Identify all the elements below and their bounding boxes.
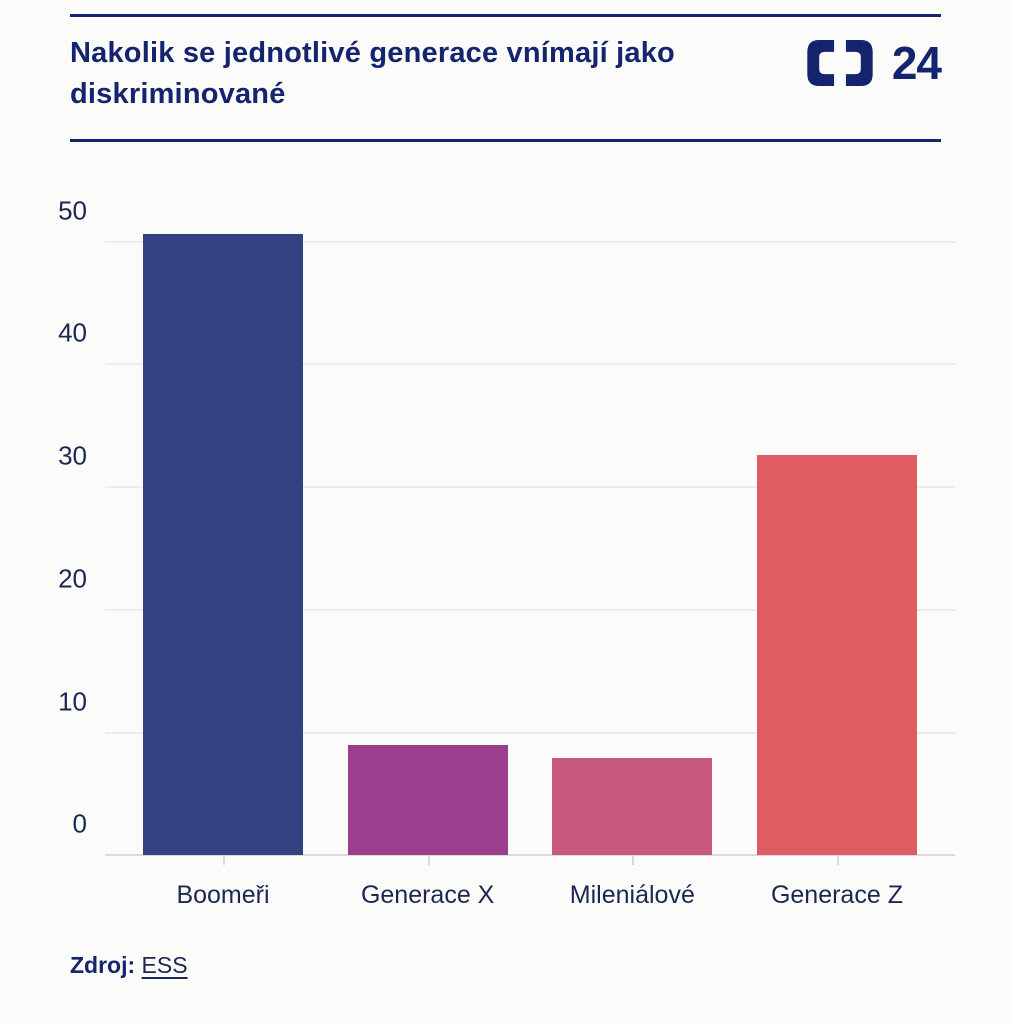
source-link[interactable]: ESS	[141, 952, 188, 979]
y-tick-label-10: 10	[58, 686, 87, 717]
ct24-logo: 24	[796, 37, 942, 89]
bar-Generace Z	[756, 455, 917, 856]
x-axis-label-Generace Z: Generace Z	[770, 881, 903, 910]
plot-area: 0 10 20 30 40 50	[58, 180, 955, 866]
ct-symbol-icon	[796, 37, 884, 89]
bar-Generace X	[347, 744, 508, 856]
y-tick-label-50: 50	[58, 195, 87, 226]
bar-column-Mileniálové	[552, 180, 713, 866]
source-label: Zdroj:	[70, 952, 136, 979]
gridline-0	[105, 854, 955, 857]
source-line: Zdroj: ESS	[70, 952, 941, 979]
x-axis-label-Mileniálové: Mileniálové	[569, 881, 695, 910]
bar-Mileniálové	[552, 758, 713, 856]
gridline-10	[105, 731, 955, 734]
bar-column-Boomeři	[143, 180, 303, 866]
y-tick-label-0: 0	[72, 808, 87, 839]
header: Nakolik se jednotlivé generace vnímají j…	[70, 14, 942, 143]
y-tick-label-40: 40	[58, 317, 87, 348]
x-tick-Generace Z	[836, 856, 839, 866]
gridline-50	[105, 240, 955, 243]
x-axis-labels: Boomeři Generace X Mileniálové Generace Z	[105, 881, 955, 910]
bar-column-Generace X	[347, 180, 508, 866]
x-tick-Boomeři	[223, 856, 225, 866]
y-tick-label-20: 20	[58, 563, 87, 594]
gridline-30	[105, 486, 955, 489]
y-tick-label-30: 30	[58, 440, 87, 471]
bar-chart: 0 10 20 30 40 50 Boomeři Generace X Mileniálové…	[0, 180, 1011, 910]
x-tick-Mileniálové	[632, 856, 635, 866]
bars-container	[105, 180, 955, 866]
channel-number: 24	[891, 37, 942, 89]
x-axis-label-Generace X: Generace X	[360, 881, 495, 910]
gridline-20	[105, 608, 955, 611]
gridline-40	[105, 363, 955, 366]
bar-Boomeři	[143, 234, 303, 856]
x-tick-Generace X	[427, 856, 430, 866]
bar-column-Generace Z	[756, 180, 917, 866]
x-axis-label-Boomeři: Boomeři	[176, 881, 270, 910]
page-title: Nakolik se jednotlivé generace vnímají j…	[70, 37, 675, 111]
